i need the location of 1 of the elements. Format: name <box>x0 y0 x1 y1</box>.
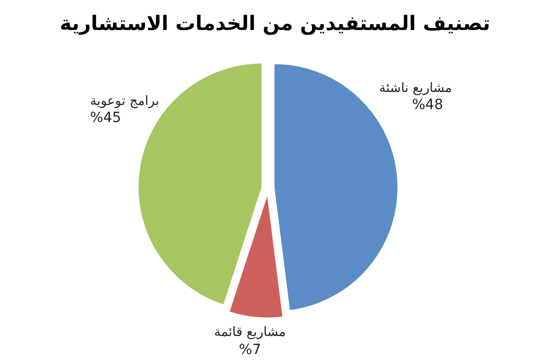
title: تصنيف المستفيدين من الخدمات الاستشارية <box>60 11 490 35</box>
